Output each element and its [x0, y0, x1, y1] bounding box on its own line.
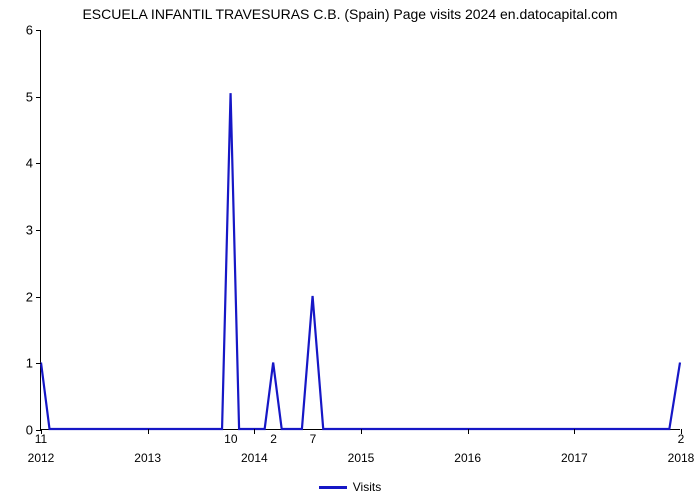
- x-tick-label: 2012: [28, 451, 55, 465]
- y-tick-label: 3: [13, 223, 33, 238]
- y-tick-label: 1: [13, 356, 33, 371]
- y-tick-label: 6: [13, 23, 33, 38]
- y-tick: [36, 97, 41, 98]
- x-tick-label: 2017: [561, 451, 588, 465]
- chart-title: ESCUELA INFANTIL TRAVESURAS C.B. (Spain)…: [0, 6, 700, 22]
- legend: Visits: [0, 480, 700, 494]
- y-tick: [36, 30, 41, 31]
- x-tick-label: 2016: [454, 451, 481, 465]
- x-tick-label: 2018: [668, 451, 695, 465]
- x-tick-label: 2014: [241, 451, 268, 465]
- y-tick: [36, 230, 41, 231]
- x-tick: [148, 429, 149, 434]
- y-tick-label: 4: [13, 156, 33, 171]
- x-tick: [254, 429, 255, 434]
- plot-area: 0123456201220132014201520162017201811102…: [40, 30, 680, 430]
- data-point-label: 11: [35, 432, 47, 446]
- x-tick-label: 2015: [348, 451, 375, 465]
- y-tick-label: 0: [13, 423, 33, 438]
- data-point-label: 2: [270, 432, 277, 446]
- x-tick-label: 2013: [134, 451, 161, 465]
- visits-line-chart: ESCUELA INFANTIL TRAVESURAS C.B. (Spain)…: [0, 0, 700, 500]
- x-tick: [361, 429, 362, 434]
- legend-swatch: [319, 486, 347, 489]
- y-tick: [36, 363, 41, 364]
- data-point-label: 7: [310, 432, 317, 446]
- x-tick: [468, 429, 469, 434]
- line-series: [41, 30, 680, 429]
- x-tick: [574, 429, 575, 434]
- y-tick: [36, 297, 41, 298]
- data-point-label: 2: [678, 432, 685, 446]
- y-tick: [36, 163, 41, 164]
- legend-label: Visits: [353, 480, 381, 494]
- y-tick-label: 2: [13, 289, 33, 304]
- data-point-label: 10: [224, 432, 237, 446]
- y-tick-label: 5: [13, 89, 33, 104]
